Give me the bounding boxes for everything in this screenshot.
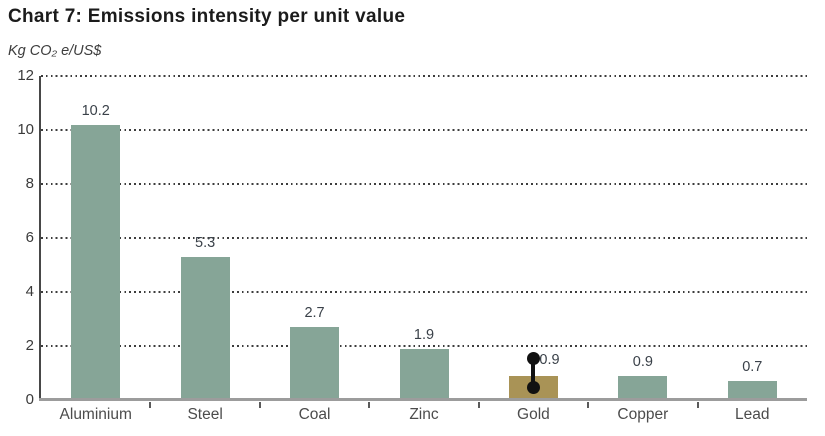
bar-value-label-lead: 0.7 <box>742 359 763 376</box>
category-label-lead: Lead <box>735 406 770 423</box>
gridline-y2 <box>41 345 807 347</box>
category-label-zinc: Zinc <box>409 406 439 423</box>
x-tick <box>258 402 261 408</box>
category-label-coal: Coal <box>298 406 331 423</box>
x-tick <box>368 402 371 408</box>
y-tick-label-2: 2 <box>25 337 34 354</box>
x-tick <box>587 402 590 408</box>
gridline-y4 <box>41 291 807 293</box>
range-marker-line <box>531 358 536 388</box>
plot-area: 10.2 5.3 2.7 1.9 0.9 0.9 0.7 <box>41 75 807 408</box>
y-tick-label-6: 6 <box>25 229 34 246</box>
category-label-gold: Gold <box>517 406 550 423</box>
category-label-copper: Copper <box>617 406 669 423</box>
chart-title: Chart 7: Emissions intensity per unit va… <box>8 6 406 27</box>
bar-zinc <box>399 348 449 400</box>
bar-copper <box>618 375 668 400</box>
category-label-aluminium: Aluminium <box>59 406 132 423</box>
gridline-y8 <box>41 183 807 185</box>
bar-value-label-gold: 0.9 <box>539 352 560 369</box>
bar-steel <box>180 256 230 400</box>
x-tick <box>477 402 480 408</box>
range-marker-dot-bottom <box>526 381 540 395</box>
bar-value-label-copper: 0.9 <box>632 353 653 370</box>
bar-value-label-steel: 5.3 <box>195 234 216 251</box>
y-axis-tick-labels: 0 2 4 6 8 10 12 <box>0 68 34 408</box>
bar-value-label-aluminium: 10.2 <box>81 102 110 119</box>
bar-value-label-coal: 2.7 <box>304 305 325 322</box>
bar-coal <box>290 327 340 400</box>
bar-aluminium <box>71 124 121 400</box>
range-marker-dot-top <box>526 351 540 365</box>
x-tick <box>696 402 699 408</box>
y-tick-label-10: 10 <box>17 121 34 138</box>
x-axis-baseline <box>39 398 807 401</box>
gridline-y12 <box>41 75 807 77</box>
y-tick-label-0: 0 <box>25 391 34 408</box>
gridline-y6 <box>41 237 807 239</box>
y-tick-label-8: 8 <box>25 175 34 192</box>
y-axis-line <box>39 76 41 400</box>
y-tick-label-12: 12 <box>17 67 34 84</box>
category-label-steel: Steel <box>187 406 223 423</box>
x-axis-category-labels: Aluminium Steel Coal Zinc Gold Copper Lead <box>41 406 807 426</box>
y-tick-label-4: 4 <box>25 283 34 300</box>
x-tick <box>149 402 152 408</box>
y-axis-unit-label: Kg CO₂ e/US$ <box>8 43 102 59</box>
gridline-y10 <box>41 129 807 131</box>
bar-value-label-zinc: 1.9 <box>413 326 435 343</box>
bar-lead <box>727 381 777 400</box>
